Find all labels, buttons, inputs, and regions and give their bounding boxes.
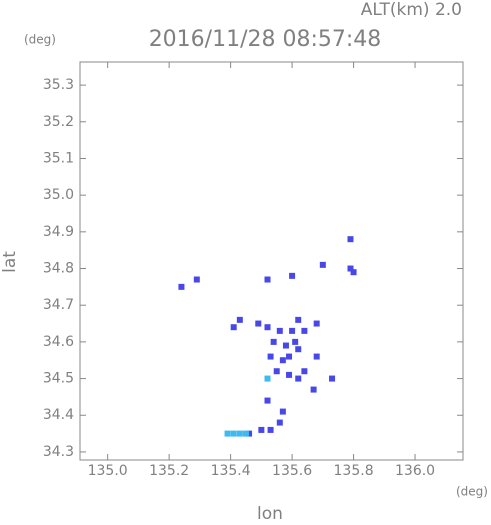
echo [276,327,283,334]
echo [319,261,326,268]
y-tick-label: 35.0 [43,187,74,203]
echo [267,426,274,433]
echo [230,324,237,331]
chart-subtitle: ALT(km) 2.0 [361,0,462,20]
echo [347,265,354,272]
y-tick-label: 34.3 [43,444,74,460]
echo [286,371,293,378]
y-tick-label: 34.9 [43,224,74,240]
echo [295,346,302,353]
echo [193,276,200,283]
y-tick-label: 34.5 [43,371,74,387]
echo [295,316,302,323]
x-unit: (deg) [456,485,488,499]
echo [347,236,354,243]
echo [313,353,320,360]
echo [236,430,243,437]
echo [313,320,320,327]
plot-frame [79,61,464,461]
x-axis-label: lon [257,504,283,521]
echo [292,338,299,345]
y-tick-label: 34.7 [43,297,74,313]
echo [350,269,357,276]
echo [301,368,308,375]
echo [236,316,243,323]
echo [264,375,271,382]
echo [242,430,249,437]
echo [246,430,253,437]
echo [264,324,271,331]
x-tick-label: 135.0 [88,463,128,479]
echo [289,327,296,334]
echo [264,397,271,404]
x-tick-label: 136.0 [395,463,435,479]
y-tick-label: 35.1 [43,150,74,166]
echo [255,320,262,327]
echo [282,342,289,349]
y-tick-label: 35.2 [43,114,74,130]
x-tick-label: 135.8 [334,463,374,479]
x-tick-label: 135.4 [211,463,251,479]
y-tick-label: 34.4 [43,407,74,423]
echo [273,368,280,375]
x-tick-label: 135.6 [272,463,312,479]
y-tick-label: 34.8 [43,261,74,277]
echo [270,338,277,345]
echo [286,353,293,360]
echo [279,408,286,415]
echo [230,430,237,437]
y-axis-label: lat [0,251,20,273]
y-tick-label: 35.3 [43,77,74,93]
echo [264,276,271,283]
echo [329,375,336,382]
echo [295,375,302,382]
y-unit: (deg) [24,33,56,47]
echo [224,430,231,437]
echo [289,272,296,279]
x-tick-label: 135.2 [149,463,189,479]
echo [310,386,317,393]
echo [178,283,185,290]
echo [279,357,286,364]
chart-title: 2016/11/28 08:57:48 [149,27,382,52]
echo [276,419,283,426]
echo [301,327,308,334]
echo [258,426,265,433]
echo [267,353,274,360]
y-tick-label: 34.6 [43,334,74,350]
